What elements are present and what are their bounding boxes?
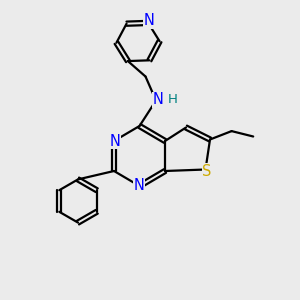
Text: N: N [153,92,164,107]
Text: N: N [143,13,154,28]
Text: S: S [202,164,212,178]
Text: H: H [168,93,177,106]
Text: N: N [109,134,120,148]
Text: N: N [134,178,144,194]
